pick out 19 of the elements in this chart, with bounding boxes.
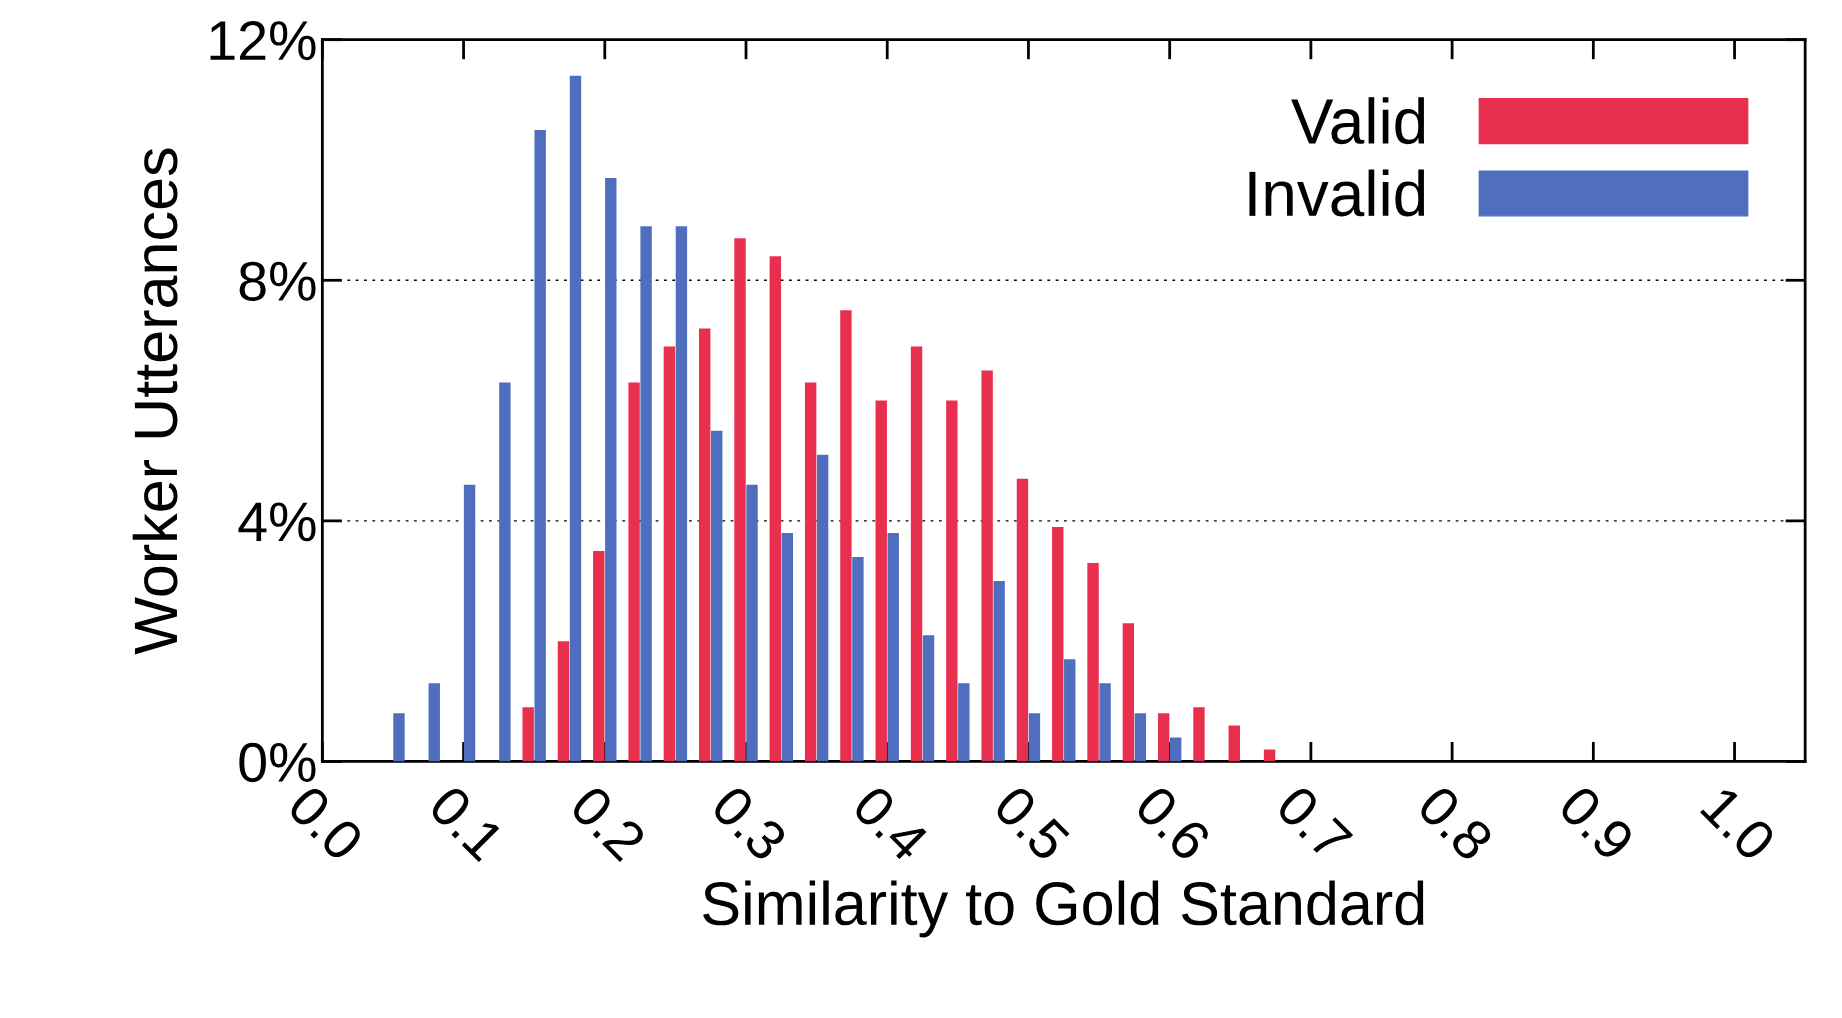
x-tick-label: 0.1 (427, 783, 507, 863)
x-tick-label: 0.9 (1557, 783, 1637, 863)
y-tick-label: 4% (238, 502, 316, 542)
y-tick-label: 0% (239, 742, 316, 783)
x-axis-title: Similarity to Gold Standard (703, 880, 1424, 938)
x-tick-label: 0.6 (1133, 783, 1213, 863)
y-tick-label: 8% (239, 261, 316, 301)
legend-label: Invalid (1249, 169, 1425, 217)
x-tick-label: 0.7 (1274, 783, 1354, 863)
legend-label: Valid (1291, 97, 1425, 145)
x-tick-label: 0.2 (568, 783, 648, 863)
x-tick-label: 0.3 (709, 783, 789, 863)
x-tick-label: 0.5 (992, 783, 1072, 863)
x-tick-label: 0.0 (286, 783, 366, 863)
x-tick-label: 0.8 (1415, 783, 1495, 863)
y-axis-title: Worker Utterances (132, 148, 178, 655)
y-tick-label: 12% (210, 21, 316, 61)
x-tick-label: 1.0 (1699, 784, 1778, 863)
x-tick-label: 0.4 (850, 783, 931, 864)
